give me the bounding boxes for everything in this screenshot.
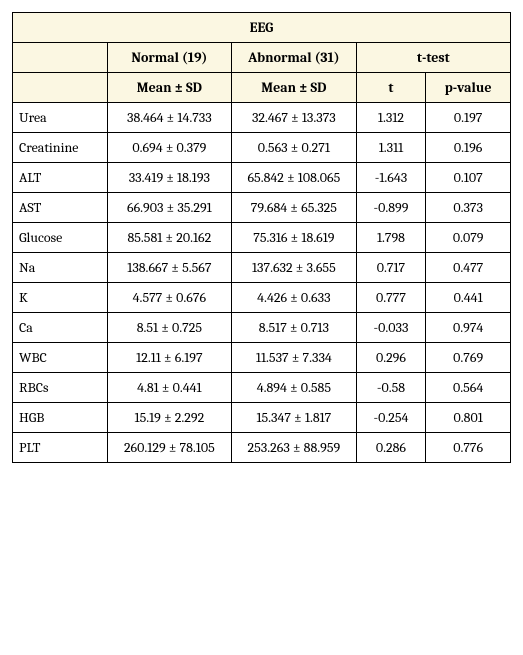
cell-normal: 0.694 ± 0.379 (107, 133, 232, 163)
cell-t: 1.312 (356, 103, 426, 133)
cell-p: 0.776 (426, 433, 511, 463)
table-row: RBCs4.81 ± 0.4414.894 ± 0.585-0.580.564 (13, 373, 511, 403)
cell-p: 0.477 (426, 253, 511, 283)
row-label: Creatinine (13, 133, 108, 163)
cell-abnormal: 137.632 ± 3.655 (232, 253, 357, 283)
cell-abnormal: 0.563 ± 0.271 (232, 133, 357, 163)
header-group-normal: Normal (19) (107, 43, 232, 73)
row-label: Urea (13, 103, 108, 133)
cell-p: 0.974 (426, 313, 511, 343)
row-label: Glucose (13, 223, 108, 253)
cell-t: -0.033 (356, 313, 426, 343)
cell-abnormal: 15.347 ± 1.817 (232, 403, 357, 433)
cell-abnormal: 4.894 ± 0.585 (232, 373, 357, 403)
table-row: K4.577 ± 0.6764.426 ± 0.6330.7770.441 (13, 283, 511, 313)
cell-t: 0.717 (356, 253, 426, 283)
row-label: Na (13, 253, 108, 283)
row-label: Ca (13, 313, 108, 343)
eeg-comparison-table: EEG Normal (19) Abnormal (31) t-test Mea… (12, 12, 511, 463)
cell-t: -0.58 (356, 373, 426, 403)
cell-normal: 33.419 ± 18.193 (107, 163, 232, 193)
cell-abnormal: 75.316 ± 18.619 (232, 223, 357, 253)
table-row: ALT33.419 ± 18.19365.842 ± 108.065-1.643… (13, 163, 511, 193)
cell-normal: 8.51 ± 0.725 (107, 313, 232, 343)
cell-abnormal: 65.842 ± 108.065 (232, 163, 357, 193)
table-row: Ca8.51 ± 0.7258.517 ± 0.713-0.0330.974 (13, 313, 511, 343)
header-p: p-value (426, 73, 511, 103)
row-label: AST (13, 193, 108, 223)
cell-abnormal: 11.537 ± 7.334 (232, 343, 357, 373)
cell-t: 1.311 (356, 133, 426, 163)
cell-abnormal: 79.684 ± 65.325 (232, 193, 357, 223)
row-label: ALT (13, 163, 108, 193)
header-group-ttest: t-test (356, 43, 510, 73)
cell-t: 0.296 (356, 343, 426, 373)
cell-p: 0.079 (426, 223, 511, 253)
cell-abnormal: 32.467 ± 13.373 (232, 103, 357, 133)
row-label: PLT (13, 433, 108, 463)
cell-normal: 38.464 ± 14.733 (107, 103, 232, 133)
header-meansd-abnormal: Mean ± SD (232, 73, 357, 103)
cell-p: 0.441 (426, 283, 511, 313)
cell-normal: 66.903 ± 35.291 (107, 193, 232, 223)
cell-p: 0.769 (426, 343, 511, 373)
header-blank-1 (13, 43, 108, 73)
cell-normal: 4.81 ± 0.441 (107, 373, 232, 403)
cell-p: 0.801 (426, 403, 511, 433)
cell-abnormal: 253.263 ± 88.959 (232, 433, 357, 463)
cell-normal: 15.19 ± 2.292 (107, 403, 232, 433)
cell-p: 0.197 (426, 103, 511, 133)
header-blank-2 (13, 73, 108, 103)
cell-t: -1.643 (356, 163, 426, 193)
row-label: K (13, 283, 108, 313)
cell-normal: 138.667 ± 5.567 (107, 253, 232, 283)
table-row: Na138.667 ± 5.567137.632 ± 3.6550.7170.4… (13, 253, 511, 283)
header-t: t (356, 73, 426, 103)
cell-t: -0.254 (356, 403, 426, 433)
table-header: EEG Normal (19) Abnormal (31) t-test Mea… (13, 13, 511, 103)
cell-abnormal: 8.517 ± 0.713 (232, 313, 357, 343)
table-row: AST66.903 ± 35.29179.684 ± 65.325-0.8990… (13, 193, 511, 223)
table-row: HGB15.19 ± 2.29215.347 ± 1.817-0.2540.80… (13, 403, 511, 433)
cell-p: 0.107 (426, 163, 511, 193)
cell-normal: 85.581 ± 20.162 (107, 223, 232, 253)
cell-t: 0.777 (356, 283, 426, 313)
header-group-abnormal: Abnormal (31) (232, 43, 357, 73)
table-row: WBC12.11 ± 6.19711.537 ± 7.3340.2960.769 (13, 343, 511, 373)
cell-p: 0.196 (426, 133, 511, 163)
cell-normal: 260.129 ± 78.105 (107, 433, 232, 463)
table-row: Glucose85.581 ± 20.16275.316 ± 18.6191.7… (13, 223, 511, 253)
row-label: HGB (13, 403, 108, 433)
table-row: PLT260.129 ± 78.105253.263 ± 88.9590.286… (13, 433, 511, 463)
cell-p: 0.373 (426, 193, 511, 223)
cell-abnormal: 4.426 ± 0.633 (232, 283, 357, 313)
table-title: EEG (13, 13, 511, 43)
cell-p: 0.564 (426, 373, 511, 403)
cell-t: -0.899 (356, 193, 426, 223)
row-label: WBC (13, 343, 108, 373)
header-meansd-normal: Mean ± SD (107, 73, 232, 103)
cell-normal: 12.11 ± 6.197 (107, 343, 232, 373)
cell-t: 0.286 (356, 433, 426, 463)
table-row: Creatinine0.694 ± 0.3790.563 ± 0.2711.31… (13, 133, 511, 163)
table-body: Urea38.464 ± 14.73332.467 ± 13.3731.3120… (13, 103, 511, 463)
table-row: Urea38.464 ± 14.73332.467 ± 13.3731.3120… (13, 103, 511, 133)
row-label: RBCs (13, 373, 108, 403)
cell-t: 1.798 (356, 223, 426, 253)
cell-normal: 4.577 ± 0.676 (107, 283, 232, 313)
